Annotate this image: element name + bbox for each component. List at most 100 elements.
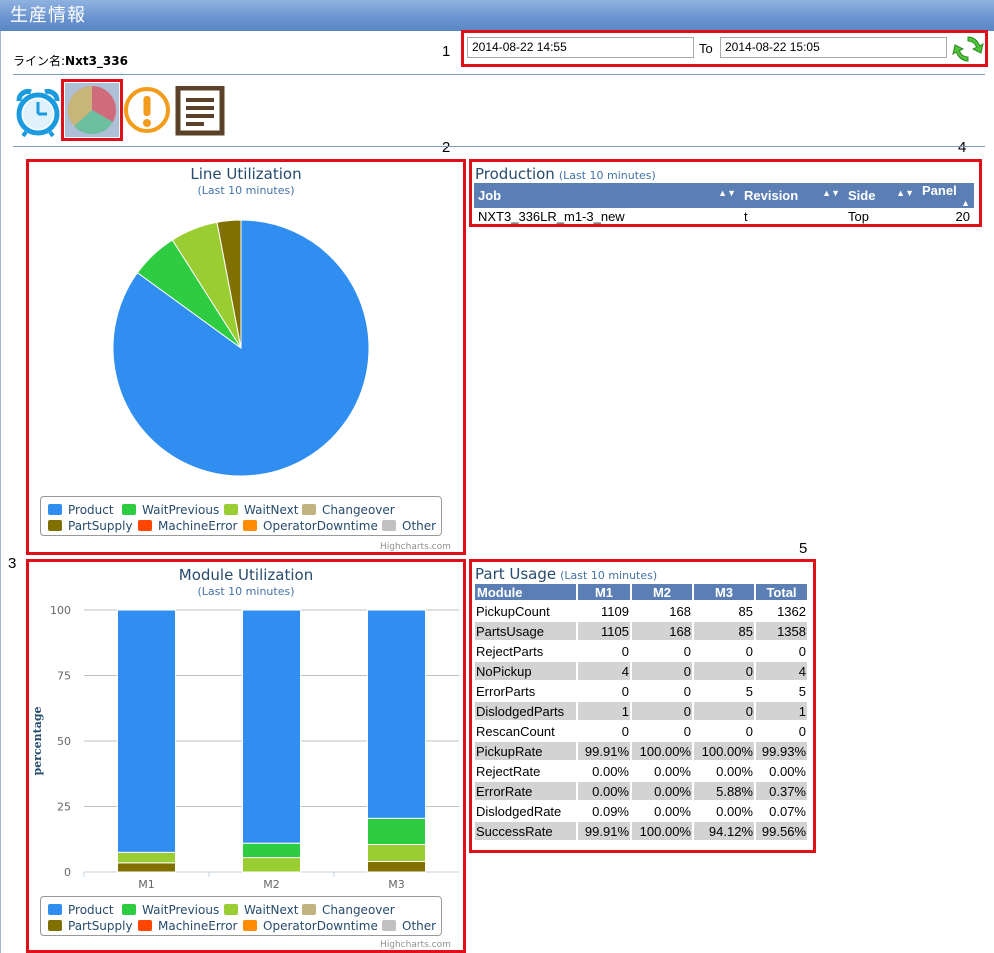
table-cell: 20 <box>955 209 970 224</box>
legend-item-product[interactable]: Product <box>48 903 114 917</box>
y-tick-label: 50 <box>57 735 71 748</box>
table-row: PickupRate 99.91% 100.00% 100.00% 99.93% <box>475 742 807 760</box>
table-cell: 0 <box>694 662 754 680</box>
app-title: 生産情報 <box>10 5 86 26</box>
legend-item-waitnext[interactable]: WaitNext <box>224 503 298 517</box>
bar-m3-waitnext[interactable] <box>367 843 426 863</box>
marker-3: 3 <box>8 555 17 572</box>
table-cell: 0 <box>621 683 629 699</box>
table-cell: 5 <box>798 683 806 699</box>
table-cell: RejectParts <box>476 643 544 659</box>
table-cell: 1109 <box>601 603 629 619</box>
table-cell: 0 <box>694 702 754 720</box>
part-usage-table: Module M1 M2 M3 Total PickupCount 1109 168… <box>473 582 809 842</box>
table-row: RescanCount 0 0 0 0 <box>475 722 807 740</box>
legend-item-waitprevious[interactable]: WaitPrevious <box>122 903 219 917</box>
bar-m2-waitprevious[interactable] <box>242 842 301 859</box>
bar-m3-product[interactable] <box>367 609 426 819</box>
legend-item-partsupply[interactable]: PartSupply <box>48 919 133 933</box>
legend-item-partsupply[interactable]: PartSupply <box>48 519 133 533</box>
table-cell: 0 <box>632 702 692 720</box>
col-job[interactable]: Job ▲▼ <box>474 183 740 208</box>
table-cell: 100.00% <box>632 742 692 760</box>
bar-m2-product[interactable] <box>242 609 301 844</box>
x-tick-label: M3 <box>388 878 405 891</box>
table-cell: 0 <box>683 723 691 739</box>
table-cell: PickupRate <box>475 742 576 760</box>
table-cell: 0 <box>745 723 753 739</box>
refresh-button[interactable] <box>951 33 985 65</box>
legend-item-machineerror[interactable]: MachineError <box>138 519 237 533</box>
col-m2: M2 <box>632 584 692 600</box>
pie-slice-partsupply[interactable] <box>216 219 242 349</box>
warning-button[interactable] <box>122 86 172 136</box>
table-cell: PartsUsage <box>475 622 576 640</box>
pie-chart-button[interactable] <box>65 83 119 137</box>
table-cell: Top <box>848 209 869 224</box>
part-usage-panel <box>469 559 816 853</box>
table-cell: 0.07% <box>769 803 806 819</box>
bar-m1-product[interactable] <box>117 609 176 853</box>
table-cell: NXT3_336LR_m1-3_new <box>478 209 625 224</box>
table-row: ErrorRate 0.00% 0.00% 5.88% 0.37% <box>475 782 807 800</box>
table-row[interactable]: NXT3_336LR_m1-3_new t Top 20 <box>474 208 974 225</box>
legend-item-operatordowntime[interactable]: OperatorDowntime <box>243 919 378 933</box>
legend-item-changeover[interactable]: Changeover <box>302 903 395 917</box>
table-cell: NoPickup <box>475 662 576 680</box>
legend-item-product[interactable]: Product <box>48 503 114 517</box>
table-cell: 5.88% <box>694 782 754 800</box>
table-cell: 0 <box>798 643 806 659</box>
legend-item-machineerror[interactable]: MachineError <box>138 919 237 933</box>
production-panel <box>469 159 982 227</box>
table-cell: 4 <box>756 662 807 680</box>
legend-item-waitprevious[interactable]: WaitPrevious <box>122 503 219 517</box>
col-revision[interactable]: Revision ▲▼ <box>740 183 844 208</box>
date-from-input[interactable]: 2014-08-22 14:55 <box>467 37 694 58</box>
bar-m3-partsupply[interactable] <box>367 861 426 873</box>
report-button[interactable] <box>175 85 225 136</box>
legend-item-other[interactable]: Other <box>382 519 436 533</box>
table-row: DislodgedRate 0.09% 0.00% 0.00% 0.07% <box>475 802 807 820</box>
table-cell: 100.00% <box>694 742 754 760</box>
module-util-credits[interactable]: Highcharts.com <box>380 940 451 950</box>
date-range-highlight <box>461 30 988 67</box>
bar-m1-waitnext[interactable] <box>117 851 176 864</box>
table-row: ErrorParts 0 0 5 5 <box>475 682 807 700</box>
bar-m2-waitnext[interactable] <box>242 857 301 873</box>
table-cell: 0.00% <box>578 782 630 800</box>
warning-icon <box>124 87 170 133</box>
alarm-clock-icon <box>16 89 60 138</box>
table-cell: 0 <box>621 643 629 659</box>
module-utilization-panel: Module Utilization (Last 10 minutes) 0 25… <box>26 559 466 953</box>
table-row: NoPickup 4 0 0 4 <box>475 662 807 680</box>
col-side[interactable]: Side ▲▼ <box>844 183 918 208</box>
alarm-button[interactable] <box>13 87 63 138</box>
table-cell: 168 <box>632 622 692 640</box>
table-cell: 0 <box>683 683 691 699</box>
table-cell: 0 <box>745 643 753 659</box>
line-name-label: ライン名: <box>13 54 66 68</box>
legend-item-changeover[interactable]: Changeover <box>302 503 395 517</box>
table-cell: 168 <box>669 603 691 619</box>
table-cell: 99.56% <box>756 822 807 840</box>
refresh-icon <box>952 36 984 62</box>
table-cell: 99.91% <box>578 742 630 760</box>
module-util-subtitle: (Last 10 minutes) <box>197 585 295 598</box>
table-cell: 1358 <box>756 622 807 640</box>
bar-m3-waitprevious[interactable] <box>367 817 426 845</box>
line-name-value: Nxt3_336 <box>65 54 128 68</box>
table-cell: 0.00% <box>654 763 691 779</box>
legend-item-waitnext[interactable]: WaitNext <box>224 903 298 917</box>
bar-m1-partsupply[interactable] <box>117 862 176 873</box>
legend-item-operatordowntime[interactable]: OperatorDowntime <box>243 519 378 533</box>
table-cell: 0 <box>683 643 691 659</box>
table-cell: 85 <box>738 603 753 619</box>
table-cell: 0.00% <box>592 763 629 779</box>
legend-item-other[interactable]: Other <box>382 919 436 933</box>
line-util-credits[interactable]: Highcharts.com <box>380 542 451 552</box>
table-cell: 0.00% <box>716 763 753 779</box>
date-to-input[interactable]: 2014-08-22 15:05 <box>720 37 947 58</box>
col-panel[interactable]: Panel ▲ <box>918 183 974 208</box>
table-row: RejectRate 0.00% 0.00% 0.00% 0.00% <box>475 762 807 780</box>
table-cell: 5 <box>745 683 753 699</box>
